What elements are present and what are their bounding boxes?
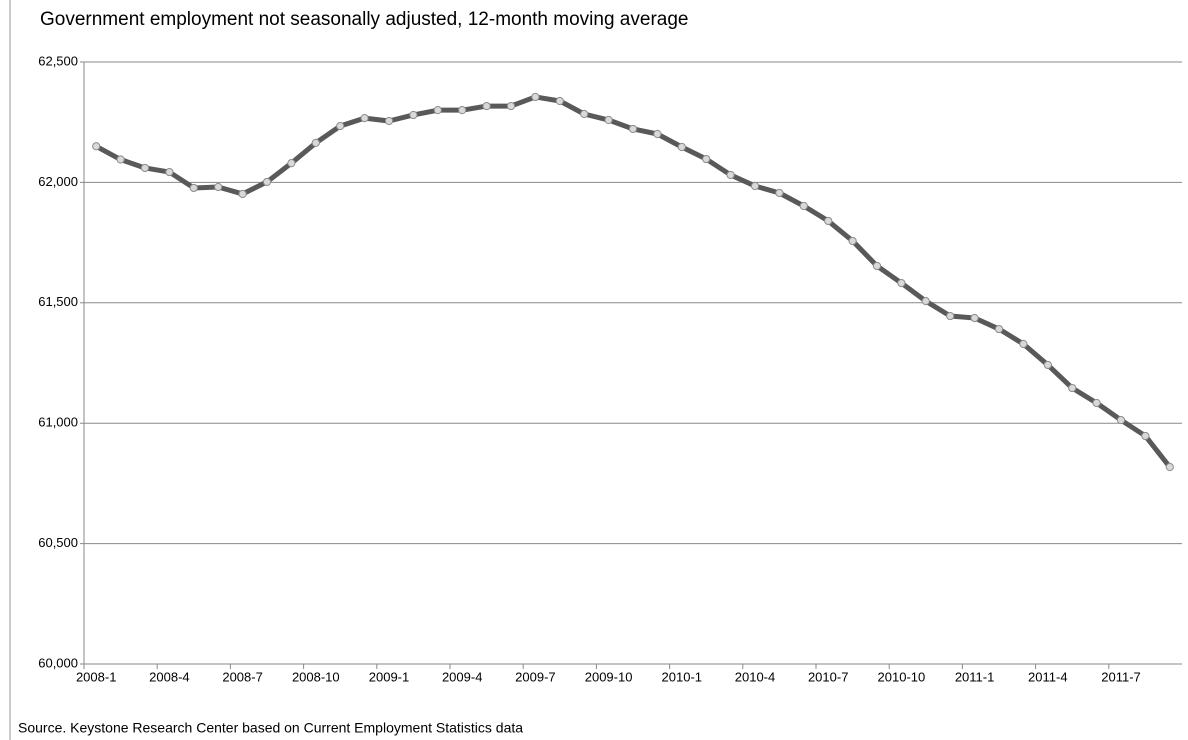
x-tick-label: 2010-4 xyxy=(735,669,775,684)
data-point xyxy=(482,101,491,111)
data-point xyxy=(677,142,686,152)
data-point xyxy=(897,278,906,288)
x-tick-label: 2008-1 xyxy=(76,669,116,684)
data-point xyxy=(653,129,662,139)
data-point xyxy=(360,114,369,123)
data-point xyxy=(628,124,638,134)
x-tick-label: 2010-10 xyxy=(878,669,926,684)
data-point xyxy=(1043,360,1052,370)
data-point xyxy=(92,142,101,151)
data-point xyxy=(506,101,516,111)
x-tick-label: 2008-10 xyxy=(292,669,340,684)
data-point xyxy=(604,115,613,125)
data-point xyxy=(140,163,150,173)
chart-title: Government employment not seasonally adj… xyxy=(40,9,688,30)
x-tick-label: 2011-7 xyxy=(1101,669,1141,684)
data-point xyxy=(214,182,223,192)
x-tick-label: 2011-1 xyxy=(955,669,995,684)
data-point xyxy=(702,154,711,164)
data-point xyxy=(750,181,760,191)
x-tick-label: 2009-1 xyxy=(369,669,409,684)
x-tick-label: 2009-10 xyxy=(585,669,633,684)
x-tick-label: 2009-4 xyxy=(442,669,482,684)
data-point xyxy=(726,170,735,180)
data-point xyxy=(1092,398,1101,408)
y-tick-label: 60,000 xyxy=(38,655,78,670)
data-point xyxy=(262,177,272,187)
data-point xyxy=(799,201,808,211)
data-point xyxy=(921,297,930,306)
x-tick-label: 2010-7 xyxy=(808,669,848,684)
data-point xyxy=(531,92,540,102)
data-point xyxy=(1165,462,1174,472)
data-point xyxy=(1068,383,1077,393)
y-tick-label: 60,500 xyxy=(38,535,78,550)
data-point xyxy=(994,324,1004,334)
data-point xyxy=(116,155,125,164)
data-point xyxy=(555,96,564,106)
data-point xyxy=(580,109,589,119)
data-point xyxy=(848,236,857,246)
x-tick-label: 2010-1 xyxy=(662,669,702,684)
x-tick-label: 2009-7 xyxy=(515,669,555,684)
data-point xyxy=(458,106,467,115)
data-point xyxy=(189,183,198,193)
data-point xyxy=(311,138,320,148)
y-tick-label: 61,500 xyxy=(38,294,78,309)
x-tick-label: 2008-7 xyxy=(222,669,262,684)
data-point xyxy=(238,189,247,199)
data-point xyxy=(1116,415,1126,425)
data-point xyxy=(872,261,882,271)
x-tick-label: 2011-4 xyxy=(1028,669,1068,684)
data-point xyxy=(433,106,442,115)
y-tick-label: 62,500 xyxy=(38,53,78,68)
y-tick-label: 61,000 xyxy=(38,415,78,430)
data-point xyxy=(775,188,784,198)
data-point xyxy=(970,313,979,323)
data-point xyxy=(165,167,174,177)
data-point xyxy=(1141,431,1150,441)
source-note: Source. Keystone Research Center based o… xyxy=(18,720,523,736)
data-point xyxy=(1019,339,1028,349)
data-point xyxy=(384,116,394,126)
data-point xyxy=(946,311,955,321)
x-tick-label: 2008-4 xyxy=(149,669,189,684)
y-tick-label: 62,000 xyxy=(38,174,78,189)
data-point xyxy=(824,216,833,226)
data-point xyxy=(287,159,296,168)
data-point xyxy=(336,121,345,131)
data-point xyxy=(409,110,418,120)
